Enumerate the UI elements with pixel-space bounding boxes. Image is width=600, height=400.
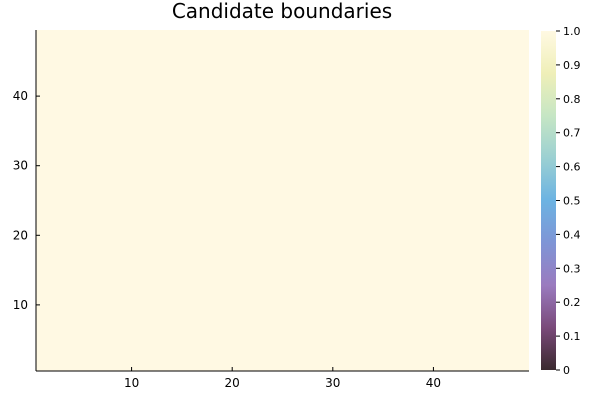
colorbar-tick-label: 0 xyxy=(563,364,570,377)
plot-area xyxy=(35,30,529,372)
x-axis-ticks: 10 20 30 40 xyxy=(124,367,441,390)
y-tick-label: 30 xyxy=(13,159,28,173)
y-axis-ticks: 10 20 30 40 xyxy=(13,89,40,312)
y-tick-label: 10 xyxy=(13,298,28,312)
colorbar-gradient xyxy=(541,31,556,370)
colorbar-tick-label: 1.0 xyxy=(563,25,581,38)
colorbar: 0 0.1 0.2 0.3 0.4 0.5 0.6 0.7 0.8 0.9 1.0 xyxy=(541,25,581,377)
y-tick-label: 40 xyxy=(13,89,28,103)
colorbar-tick-label: 0.6 xyxy=(563,161,581,174)
x-tick-label: 40 xyxy=(426,376,441,390)
colorbar-tick-label: 0.9 xyxy=(563,59,581,72)
colorbar-tick-label: 0.5 xyxy=(563,195,581,208)
colorbar-tick-label: 0.8 xyxy=(563,93,581,106)
colorbar-tick-label: 0.2 xyxy=(563,296,581,309)
x-tick-label: 30 xyxy=(325,376,340,390)
y-tick-label: 20 xyxy=(13,228,28,242)
x-tick-label: 20 xyxy=(225,376,240,390)
chart-title: Candidate boundaries xyxy=(172,0,392,23)
colorbar-tick-label: 0.3 xyxy=(563,262,581,275)
heatmap-cells xyxy=(36,30,529,371)
colorbar-tick-label: 0.7 xyxy=(563,127,581,140)
colorbar-tick-label: 0.4 xyxy=(563,228,581,241)
x-tick-label: 10 xyxy=(124,376,139,390)
colorbar-tick-label: 0.1 xyxy=(563,330,581,343)
